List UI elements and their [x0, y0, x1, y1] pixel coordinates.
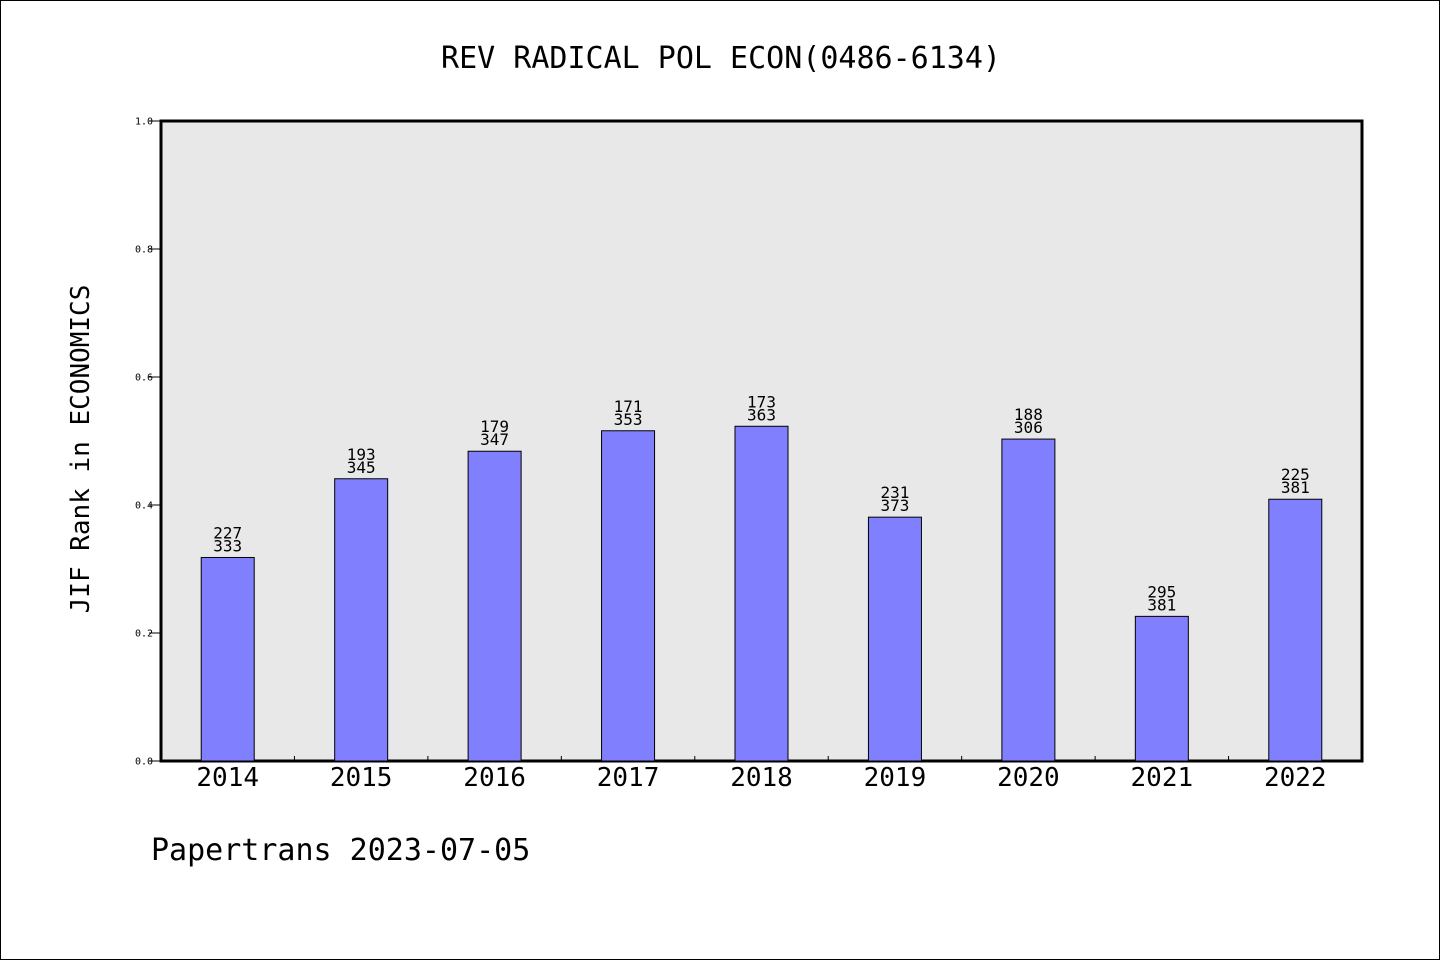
- bar-2021: [1134, 615, 1189, 762]
- x-tick-label: 2022: [1264, 763, 1327, 793]
- bar-label-top: 179: [480, 417, 509, 436]
- bar-2019: [867, 516, 922, 762]
- bar-2014: [200, 556, 255, 762]
- chart-title: REV RADICAL POL ECON(0486-6134): [441, 41, 1001, 76]
- bar-label-top: 227: [213, 523, 242, 542]
- bar-2022: [1268, 498, 1323, 762]
- y-tick-label: 0.4: [135, 501, 153, 512]
- bars-group: 2273331933451793471713531733632313731883…: [200, 392, 1323, 762]
- bar-label-top: 225: [1281, 465, 1310, 484]
- x-tick-label: 2020: [997, 763, 1060, 793]
- bar-2016: [467, 450, 522, 762]
- bar-label-top: 173: [747, 392, 776, 411]
- x-tick-label: 2014: [196, 763, 259, 793]
- bar-label-top: 188: [1014, 405, 1043, 424]
- y-axis-ticks: 0.0 0.2 0.4 0.6 0.8 1.0: [135, 117, 161, 768]
- x-tick-label: 2016: [463, 763, 526, 793]
- bar-2020: [1001, 438, 1056, 762]
- bar-2017: [601, 430, 656, 762]
- y-axis-label: JIF Rank in ECONOMICS: [66, 285, 96, 614]
- bar-label-top: 295: [1147, 582, 1176, 601]
- bar-2018: [734, 425, 789, 762]
- x-tick-label: 2019: [864, 763, 927, 793]
- bar-label-bottom: 373: [880, 496, 909, 515]
- x-tick-label: 2017: [597, 763, 660, 793]
- bar-label-bottom: 381: [1147, 595, 1176, 614]
- x-tick-label: 2021: [1131, 763, 1194, 793]
- bar-label-bottom: 363: [747, 405, 776, 424]
- y-tick-label: 0.8: [135, 245, 153, 256]
- y-tick-label: 0.2: [135, 629, 153, 640]
- x-tick-label: 2015: [330, 763, 393, 793]
- y-tick-label: 1.0: [135, 117, 153, 128]
- footer-credit: Papertrans 2023-07-05: [151, 833, 531, 868]
- x-tick-label: 2018: [730, 763, 793, 793]
- bar-label-top: 171: [614, 397, 643, 416]
- bar-2015: [334, 478, 389, 762]
- bar-label-bottom: 353: [614, 410, 643, 429]
- x-axis-ticks: 2014 2015 2016 2017 2018 2019 2020 2021 2022: [196, 756, 1327, 793]
- y-tick-label: 0.0: [135, 757, 153, 768]
- bar-label-bottom: 347: [480, 430, 509, 449]
- bar-label-bottom: 345: [347, 458, 376, 477]
- bar-label-top: 231: [880, 483, 909, 502]
- y-tick-label: 0.6: [135, 373, 153, 384]
- bar-label-bottom: 381: [1281, 478, 1310, 497]
- bar-label-bottom: 306: [1014, 418, 1043, 437]
- bar-label-bottom: 333: [213, 536, 242, 555]
- bar-label-top: 193: [347, 445, 376, 464]
